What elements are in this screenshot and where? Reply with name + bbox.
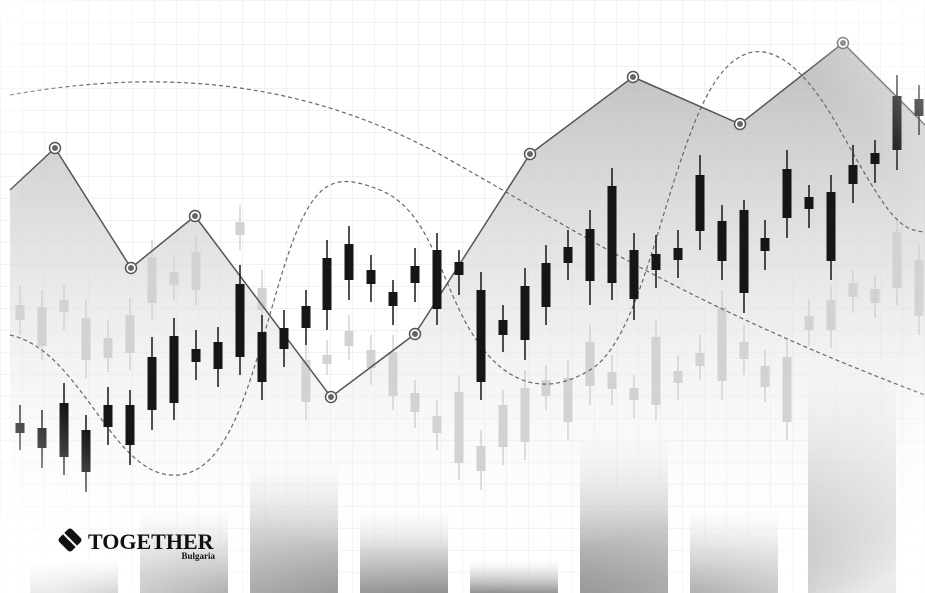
- logo-subtitle: Bulgaria: [181, 551, 215, 561]
- logo-name: TOGETHER: [88, 529, 215, 554]
- logo: TOGETHER Bulgaria: [58, 528, 215, 561]
- logo-icon: [58, 528, 82, 552]
